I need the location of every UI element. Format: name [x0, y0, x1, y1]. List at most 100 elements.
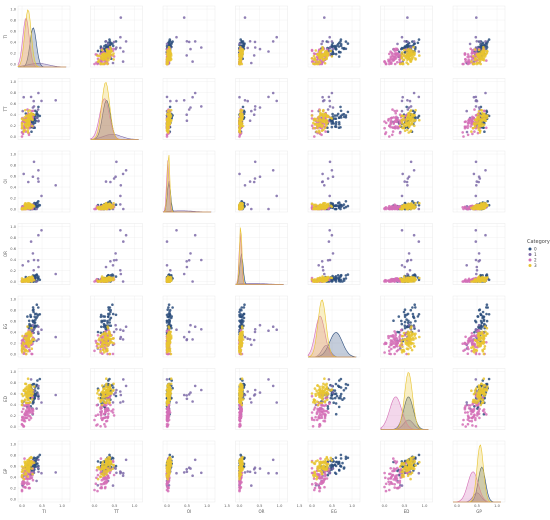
point-3: [22, 130, 26, 133]
point-1: [407, 252, 411, 255]
point-3: [323, 201, 326, 205]
point-3: [320, 129, 324, 132]
point-1: [406, 99, 409, 102]
point-3: [316, 277, 319, 280]
point-1: [32, 269, 35, 272]
point-1: [267, 50, 270, 53]
point-1: [417, 207, 421, 211]
point-3: [410, 276, 413, 280]
point-3: [410, 55, 413, 58]
point-1: [275, 99, 279, 103]
y-tick-label: 0.0: [10, 207, 16, 211]
y-axis-label: TT: [3, 106, 8, 112]
point-3: [482, 118, 486, 122]
point-1: [474, 160, 478, 164]
point-3: [325, 278, 329, 281]
panel-TI-vs-OI: [162, 5, 216, 68]
point-1: [478, 40, 482, 44]
point-3: [240, 114, 243, 117]
point-3: [167, 57, 171, 60]
point-3: [403, 129, 407, 132]
panel-TT-vs-OR: [235, 78, 288, 140]
point-3: [27, 110, 30, 113]
point-1: [275, 35, 279, 39]
point-1: [331, 252, 335, 255]
point-1: [328, 160, 332, 164]
point-0: [334, 277, 338, 280]
point-1: [475, 184, 478, 187]
point-3: [323, 276, 326, 280]
point-1: [475, 16, 478, 19]
point-3: [410, 121, 414, 125]
point-3: [477, 48, 481, 52]
point-3: [323, 62, 327, 65]
point-3: [398, 62, 402, 66]
kde-1: [17, 63, 67, 68]
panel-OR-vs-GP: [452, 223, 506, 285]
point-2: [389, 121, 393, 125]
point-3: [413, 114, 417, 117]
point-3: [404, 206, 408, 209]
point-0: [416, 41, 420, 45]
point-3: [100, 56, 104, 60]
point-2: [466, 53, 470, 56]
point-1: [122, 240, 125, 243]
point-2: [383, 60, 386, 64]
point-1: [321, 265, 325, 269]
point-3: [322, 108, 325, 112]
point-2: [392, 58, 396, 62]
point-1: [40, 229, 43, 232]
point-3: [482, 45, 485, 49]
point-3: [105, 57, 108, 60]
point-1: [250, 109, 253, 113]
point-3: [400, 114, 404, 117]
point-3: [324, 51, 327, 55]
point-0: [331, 112, 334, 116]
point-3: [407, 279, 411, 283]
point-1: [122, 50, 125, 53]
point-0: [332, 122, 336, 125]
point-2: [388, 135, 391, 138]
point-1: [330, 233, 334, 237]
point-3: [482, 54, 486, 57]
panel-frame: [90, 78, 143, 140]
point-3: [30, 124, 34, 128]
point-3: [413, 51, 417, 55]
point-3: [401, 280, 404, 283]
point-3: [406, 62, 410, 66]
point-1: [243, 184, 247, 187]
point-1: [36, 177, 40, 180]
point-0: [35, 110, 39, 114]
point-1: [22, 95, 26, 99]
point-1: [185, 113, 188, 116]
point-3: [324, 114, 327, 117]
point-3: [476, 122, 480, 125]
point-1: [182, 99, 186, 102]
point-3: [401, 117, 405, 121]
kde-3: [90, 82, 139, 140]
point-3: [31, 118, 34, 122]
point-0: [334, 117, 338, 120]
point-0: [108, 38, 111, 41]
point-1: [478, 259, 482, 262]
point-2: [389, 55, 393, 58]
point-1: [477, 106, 481, 109]
point-2: [396, 60, 399, 64]
point-2: [388, 52, 391, 56]
panel-OI-vs-GP: [452, 150, 506, 213]
point-1: [165, 264, 169, 267]
point-3: [28, 205, 32, 209]
point-1: [253, 177, 257, 180]
point-3: [486, 203, 489, 207]
point-0: [96, 49, 100, 53]
point-3: [472, 54, 475, 58]
point-3: [315, 130, 318, 133]
point-1: [267, 207, 270, 211]
y-tick-label: 0.4: [10, 113, 16, 117]
point-3: [407, 131, 411, 134]
point-3: [23, 128, 27, 132]
point-3: [473, 118, 477, 122]
point-1: [465, 109, 469, 113]
point-1: [54, 99, 57, 102]
point-3: [238, 62, 242, 66]
